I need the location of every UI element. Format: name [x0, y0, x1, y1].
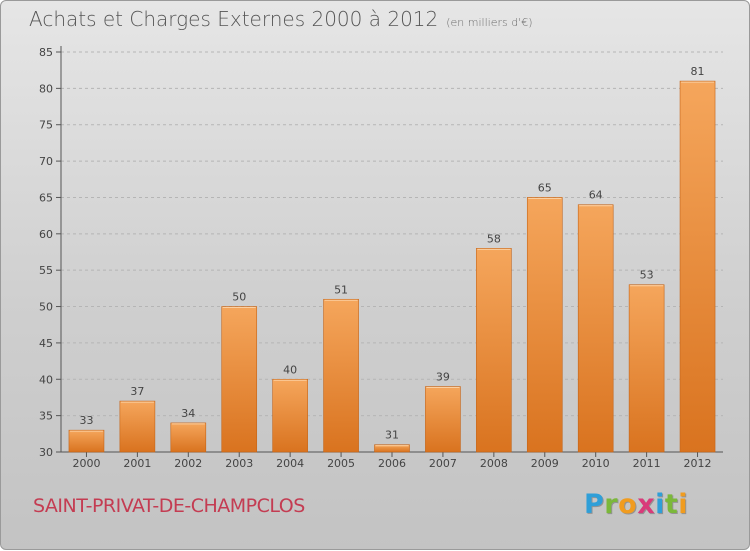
y-tick-label: 70	[39, 155, 53, 168]
data-label: 53	[640, 269, 654, 282]
y-tick-label: 60	[39, 228, 53, 241]
logo-letter: t	[664, 489, 679, 520]
bar	[425, 386, 461, 453]
y-tick-label: 45	[39, 337, 53, 350]
bar	[119, 400, 156, 453]
chart-title-text: Achats et Charges Externes 2000 à 2012	[29, 7, 439, 31]
data-label: 34	[181, 407, 195, 420]
chart-subtitle: (en milliers d'€)	[446, 16, 533, 29]
data-label: 33	[79, 414, 93, 427]
data-label: 39	[436, 371, 450, 384]
x-tick-label: 2012	[684, 457, 712, 470]
bar	[374, 444, 410, 453]
x-tick-label: 2010	[582, 457, 610, 470]
proxiti-logo: Proxiti	[584, 489, 688, 520]
data-label: 64	[589, 189, 603, 202]
bar	[221, 306, 258, 453]
x-tick-label: 2009	[531, 457, 559, 470]
bar	[679, 80, 716, 453]
data-label: 37	[130, 385, 144, 398]
bars	[68, 80, 716, 453]
x-tick-label: 2004	[276, 457, 304, 470]
data-label: 51	[334, 283, 348, 296]
grid-lines	[61, 51, 723, 417]
x-tick-label: 2005	[327, 457, 355, 470]
data-label: 65	[538, 181, 552, 194]
x-tick-label: 2011	[633, 457, 661, 470]
y-tick-label: 35	[39, 410, 53, 423]
logo-letter: x	[637, 489, 656, 520]
data-labels: 33 37 34 50 40 51 31 39 58 65 64 53 81	[79, 65, 704, 442]
bar	[323, 298, 359, 453]
x-tick-label: 2007	[429, 457, 457, 470]
bar	[170, 422, 207, 453]
x-tick-label: 2000	[72, 457, 100, 470]
y-tick-label: 40	[39, 373, 53, 386]
data-label: 81	[691, 65, 705, 78]
y-tick-label: 50	[39, 301, 53, 314]
chart-title: Achats et Charges Externes 2000 à 2012 (e…	[29, 7, 533, 31]
x-tick-label: 2001	[123, 457, 151, 470]
logo-letter: P	[584, 489, 605, 520]
y-tick-label: 30	[39, 446, 53, 459]
y-tick-label: 80	[39, 82, 53, 95]
bar	[628, 284, 665, 453]
y-tick-label: 55	[39, 264, 53, 277]
logo-letter: i	[678, 489, 689, 520]
x-tick-label: 2003	[225, 457, 253, 470]
x-tick-label: 2006	[378, 457, 406, 470]
bar	[526, 197, 563, 453]
data-label: 40	[283, 363, 297, 376]
bar	[272, 378, 308, 453]
logo-letter: r	[604, 489, 619, 520]
logo-letter: o	[618, 489, 638, 520]
x-tick-label: 2008	[480, 457, 508, 470]
x-tick-label: 2002	[174, 457, 202, 470]
data-label: 58	[487, 232, 501, 245]
town-name: SAINT-PRIVAT-DE-CHAMPCLOS	[33, 495, 305, 517]
y-tick-label: 65	[39, 191, 53, 204]
bar	[68, 429, 105, 453]
data-label: 31	[385, 429, 399, 442]
data-label: 50	[232, 291, 246, 304]
bar	[577, 204, 614, 453]
logo-letter: i	[655, 489, 665, 520]
bar	[476, 248, 512, 453]
y-tick-label: 75	[39, 119, 53, 132]
y-tick-label: 85	[39, 46, 53, 59]
